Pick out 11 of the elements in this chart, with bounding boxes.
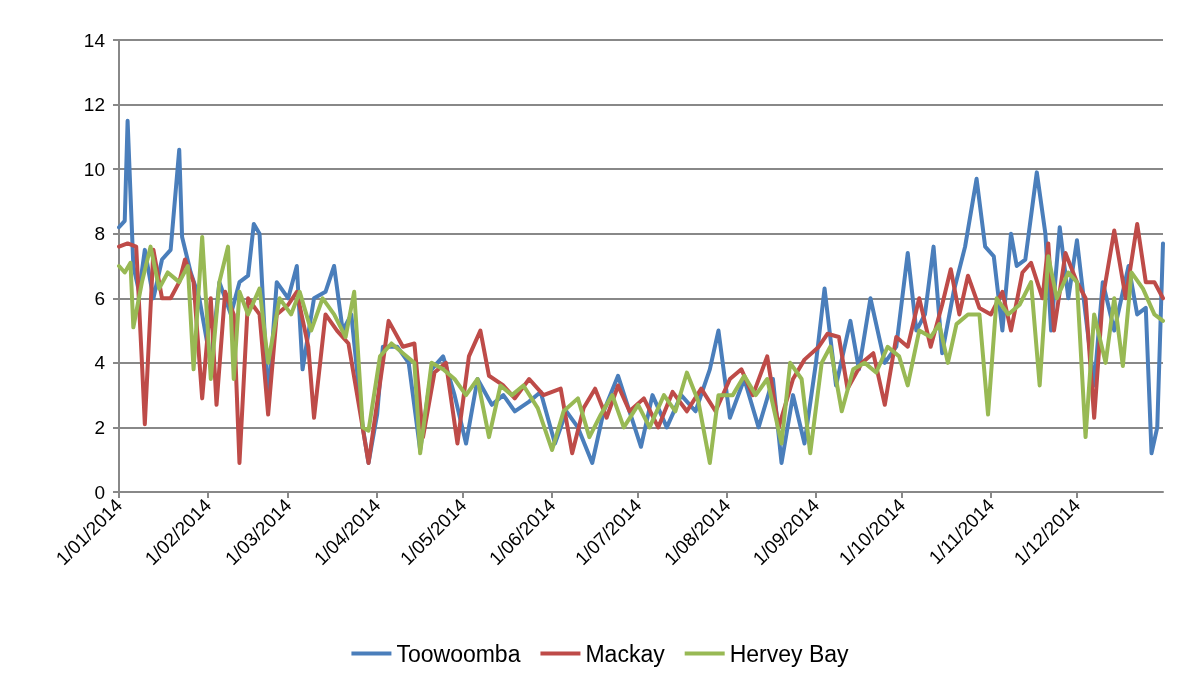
y-tick-label: 12 — [83, 94, 105, 116]
y-tick-label: 10 — [83, 158, 105, 180]
y-tick-label: 8 — [94, 223, 105, 245]
legend-label: Mackay — [585, 640, 666, 667]
y-tick-label: 4 — [94, 352, 106, 374]
legend-label: Toowoomba — [396, 640, 521, 667]
y-tick-label: 2 — [94, 416, 105, 438]
y-tick-label: 14 — [83, 29, 106, 51]
y-tick-label: 6 — [94, 287, 105, 309]
y-tick-label: 0 — [94, 481, 105, 503]
legend-label: Hervey Bay — [729, 640, 850, 667]
